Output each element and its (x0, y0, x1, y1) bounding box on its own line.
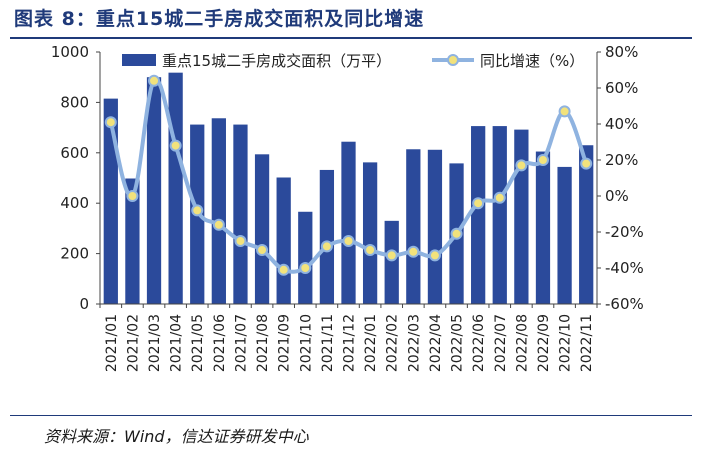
growth-point (364, 244, 377, 256)
x-tick-label: 2021/08 (255, 314, 271, 372)
bar (319, 169, 335, 304)
right-tick-label: 40% (605, 115, 638, 133)
x-tick-label: 2021/05 (190, 314, 206, 372)
x-tick-label: 2022/08 (514, 314, 530, 372)
figure-title: 图表 8：重点15城二手房成交面积及同比增速 (14, 8, 425, 30)
right-tick-label: -20% (605, 223, 644, 241)
growth-point (580, 157, 593, 170)
x-tick-label: 2022/09 (536, 314, 552, 372)
x-tick-label: 2022/04 (428, 314, 444, 372)
bar (341, 141, 356, 304)
bar (276, 177, 291, 304)
growth-point (493, 191, 506, 204)
left-tick-label: 1000 (51, 43, 89, 61)
legend: 重点15城二手房成交面积（万平） 同比增速（%） (122, 52, 584, 70)
x-tick-label: 2022/06 (471, 314, 487, 372)
growth-point (558, 105, 571, 118)
bar (362, 162, 378, 304)
x-tick-label: 2021/03 (147, 314, 163, 372)
growth-point (472, 197, 485, 210)
right-tick-label: 80% (605, 43, 638, 61)
legend-bar-label: 重点15城二手房成交面积（万平） (162, 52, 391, 70)
title-divider (10, 37, 692, 39)
growth-point (126, 190, 139, 202)
right-tick-label: -40% (605, 259, 644, 277)
x-tick-label: 2021/11 (320, 314, 336, 372)
right-tick-label: 0% (605, 187, 629, 205)
bar (125, 178, 140, 304)
growth-point (515, 159, 528, 172)
bar (579, 145, 594, 304)
bar (103, 98, 118, 305)
left-tick-label: 0 (79, 295, 89, 313)
bar (146, 77, 162, 304)
left-axis: 0 200 400 600 800 1000 (51, 43, 101, 313)
source-divider (10, 415, 692, 416)
bar (254, 154, 270, 304)
growth-point (104, 116, 117, 129)
x-tick-label: 2021/06 (212, 314, 228, 372)
growth-point (277, 263, 290, 276)
x-tick-label: 2022/05 (450, 314, 466, 372)
growth-point (148, 74, 161, 87)
x-tick-label: 2021/09 (277, 314, 293, 372)
growth-point (428, 249, 441, 262)
legend-bar-swatch (122, 54, 156, 66)
x-tick-label: 2022/03 (406, 314, 422, 372)
bar (211, 118, 226, 304)
left-tick-label: 200 (60, 245, 89, 263)
bar (406, 149, 421, 304)
bar (492, 126, 507, 304)
bar (384, 220, 399, 304)
x-tick-label: 2021/01 (104, 314, 120, 372)
left-tick-label: 400 (60, 194, 89, 212)
growth-point (212, 218, 225, 231)
right-tick-label: -60% (605, 295, 644, 313)
bar (298, 211, 313, 304)
x-tick-label: 2022/07 (493, 314, 509, 372)
x-tick-label: 2022/11 (579, 314, 595, 372)
x-tick-label: 2022/02 (385, 314, 401, 372)
x-axis: 2021/01 2021/02 2021/03 2021/04 2021/05 2021/… (99, 303, 598, 372)
right-axis: -60% -40% -20% 0% 20% 40% 60% 80% (596, 43, 644, 313)
chart: 0 200 400 600 800 1000 -60% -40% -20% 0% 20% 40% 60… (51, 43, 644, 372)
growth-point (299, 262, 312, 274)
bar (514, 129, 529, 304)
growth-point (191, 204, 204, 217)
bar (168, 72, 183, 304)
growth-point (342, 235, 355, 247)
x-tick-label: 2021/02 (125, 314, 141, 372)
x-tick-label: 2021/10 (298, 314, 314, 372)
x-tick-label: 2021/07 (233, 314, 249, 372)
growth-point (256, 244, 269, 256)
left-tick-label: 600 (60, 144, 89, 162)
right-tick-label: 60% (605, 79, 638, 97)
growth-point (234, 235, 247, 247)
legend-line-marker (447, 54, 459, 66)
bar (471, 126, 486, 304)
bar (233, 124, 248, 305)
x-tick-label: 2021/04 (169, 314, 185, 372)
bar-series (103, 72, 594, 305)
x-tick-label: 2022/10 (558, 314, 574, 372)
growth-point (536, 154, 549, 166)
right-tick-label: 20% (605, 151, 638, 169)
growth-point (169, 139, 182, 152)
bar (557, 166, 572, 304)
line-series (104, 74, 593, 276)
growth-point (407, 245, 420, 258)
source-note: 资料来源：Wind，信达证券研发中心 (44, 427, 309, 446)
bar (535, 151, 551, 304)
bar (427, 149, 443, 304)
growth-point (320, 240, 333, 253)
x-tick-label: 2021/12 (342, 314, 358, 372)
growth-point (385, 249, 398, 262)
left-tick-label: 800 (60, 93, 89, 111)
legend-line-label: 同比增速（%） (480, 52, 584, 70)
x-tick-label: 2022/01 (363, 314, 379, 372)
growth-point (450, 227, 463, 240)
